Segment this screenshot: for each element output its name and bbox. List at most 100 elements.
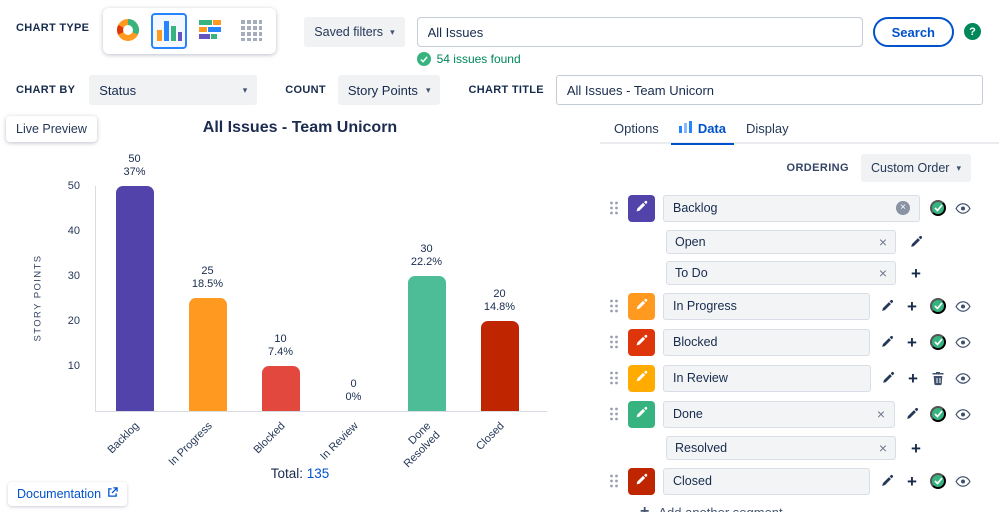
- delete-trash-icon[interactable]: [930, 371, 946, 386]
- bar-value-label: 25 18.5%: [191, 264, 224, 291]
- y-tick-label: 50: [67, 180, 80, 192]
- ordering-dropdown[interactable]: Custom Order ▾: [860, 154, 971, 182]
- drag-handle-icon[interactable]: [608, 370, 620, 386]
- chart-type-stacked-button[interactable]: [192, 13, 228, 49]
- bar-chart-icon: [678, 120, 692, 136]
- segment-name-input[interactable]: In Review: [663, 364, 871, 392]
- visibility-eye-icon[interactable]: [955, 336, 971, 349]
- segment-name-input[interactable]: Backlog ×: [663, 194, 920, 222]
- count-select[interactable]: Story Points ▾: [337, 75, 441, 105]
- add-value-icon[interactable]: +: [904, 334, 920, 351]
- edit-pencil-icon[interactable]: [879, 474, 895, 488]
- chart-title-input[interactable]: [555, 75, 983, 105]
- chart-controls-bar: CHART BY Status ▾ COUNT Story Points ▾ C…: [0, 66, 999, 114]
- help-icon[interactable]: ?: [964, 23, 981, 40]
- tab-data[interactable]: Data: [669, 113, 736, 145]
- visibility-eye-icon[interactable]: [955, 372, 971, 385]
- bar-slot: 50 37%: [98, 153, 171, 411]
- color-picker-button[interactable]: [628, 400, 655, 428]
- x-axis-labels: Backlog In Progress Blocked In Review Done R…: [98, 415, 536, 500]
- segment-name-input[interactable]: Blocked: [663, 328, 870, 356]
- total-value: 135: [306, 466, 330, 481]
- confirm-check-icon[interactable]: [930, 473, 946, 489]
- y-tick-label: 10: [67, 360, 80, 372]
- segment-value-chip[interactable]: Open ×: [666, 230, 896, 254]
- x-label-slot: In Review: [317, 415, 390, 500]
- confirm-check-icon[interactable]: [930, 406, 946, 422]
- x-label-slot: In Progress: [166, 415, 244, 500]
- top-toolbar: CHART TYPE: [0, 0, 999, 66]
- search-button[interactable]: Search: [872, 17, 954, 47]
- drag-handle-icon[interactable]: [608, 334, 620, 350]
- segment-row: Closed +: [600, 467, 999, 495]
- confirm-check-icon[interactable]: [930, 334, 946, 350]
- eyedropper-icon: [635, 473, 648, 489]
- segment-value-chip[interactable]: To Do ×: [666, 261, 896, 285]
- visibility-eye-icon[interactable]: [955, 202, 971, 215]
- remove-x-icon[interactable]: ×: [878, 265, 887, 281]
- remove-x-icon[interactable]: ×: [876, 406, 885, 422]
- search-input[interactable]: [416, 17, 863, 47]
- segment-name-input[interactable]: Done ×: [663, 400, 895, 428]
- add-value-icon[interactable]: +: [904, 298, 920, 315]
- drag-handle-icon[interactable]: [608, 200, 620, 216]
- remove-x-icon[interactable]: ×: [878, 234, 887, 250]
- segment-name-input[interactable]: In Progress: [663, 292, 870, 320]
- edit-pencil-icon[interactable]: [904, 407, 920, 421]
- tab-display[interactable]: Display: [736, 113, 799, 143]
- segment-name-input[interactable]: Closed: [663, 467, 870, 495]
- drag-handle-icon[interactable]: [608, 406, 620, 422]
- chart-by-select[interactable]: Status ▾: [89, 75, 258, 105]
- edit-pencil-icon[interactable]: [879, 335, 895, 349]
- eyedropper-icon: [635, 298, 648, 314]
- segment-name: Blocked: [673, 335, 718, 349]
- color-picker-button[interactable]: [628, 292, 655, 320]
- visibility-eye-icon[interactable]: [955, 475, 971, 488]
- y-axis-line: [95, 186, 96, 412]
- color-picker-button[interactable]: [628, 467, 655, 495]
- drag-handle-icon[interactable]: [608, 298, 620, 314]
- tab-options[interactable]: Options: [604, 113, 669, 143]
- add-value-icon[interactable]: +: [904, 473, 920, 490]
- segment-name: Closed: [673, 474, 712, 488]
- add-value-icon[interactable]: +: [908, 265, 924, 282]
- confirm-check-icon[interactable]: [930, 298, 946, 314]
- eyedropper-icon: [635, 334, 648, 350]
- chart-type-donut-button[interactable]: [110, 13, 146, 49]
- segment-value-chip[interactable]: Resolved ×: [666, 436, 896, 460]
- edit-pencil-icon[interactable]: [908, 235, 924, 249]
- x-label-slot: Blocked: [244, 415, 317, 500]
- documentation-link[interactable]: Documentation: [8, 482, 128, 506]
- x-axis-label: In Review: [317, 420, 361, 463]
- color-picker-button[interactable]: [628, 194, 655, 222]
- bar[interactable]: [115, 186, 154, 411]
- chart-type-bar-button[interactable]: [151, 13, 188, 49]
- color-picker-button[interactable]: [628, 364, 655, 392]
- eyedropper-icon: [635, 406, 648, 422]
- drag-handle-icon[interactable]: [608, 473, 620, 489]
- x-label-slot: Closed: [463, 415, 536, 500]
- saved-filters-dropdown[interactable]: Saved filters ▾: [304, 17, 405, 47]
- chart-type-table-button[interactable]: [233, 13, 269, 49]
- check-circle-icon: [416, 52, 431, 66]
- add-segment-button[interactable]: + Add another segment: [640, 503, 999, 512]
- table-chart-icon: [239, 18, 263, 45]
- bar[interactable]: [188, 298, 227, 411]
- confirm-check-icon[interactable]: [930, 200, 946, 216]
- visibility-eye-icon[interactable]: [955, 408, 971, 421]
- chart-preview-title: All Issues - Team Unicorn: [202, 119, 398, 136]
- segment-row: In Review +: [600, 364, 999, 392]
- edit-pencil-icon[interactable]: [879, 299, 895, 313]
- bar[interactable]: [407, 276, 446, 411]
- y-tick-label: 30: [67, 270, 80, 282]
- issues-found-status: 54 issues found: [416, 52, 863, 66]
- add-value-icon[interactable]: +: [908, 440, 924, 457]
- bar[interactable]: [261, 366, 300, 411]
- visibility-eye-icon[interactable]: [955, 300, 971, 313]
- color-picker-button[interactable]: [628, 328, 655, 356]
- clear-circle-icon[interactable]: ×: [896, 201, 910, 215]
- edit-pencil-icon[interactable]: [880, 371, 896, 385]
- add-value-icon[interactable]: +: [905, 370, 921, 387]
- remove-x-icon[interactable]: ×: [878, 440, 887, 456]
- bar[interactable]: [480, 321, 519, 411]
